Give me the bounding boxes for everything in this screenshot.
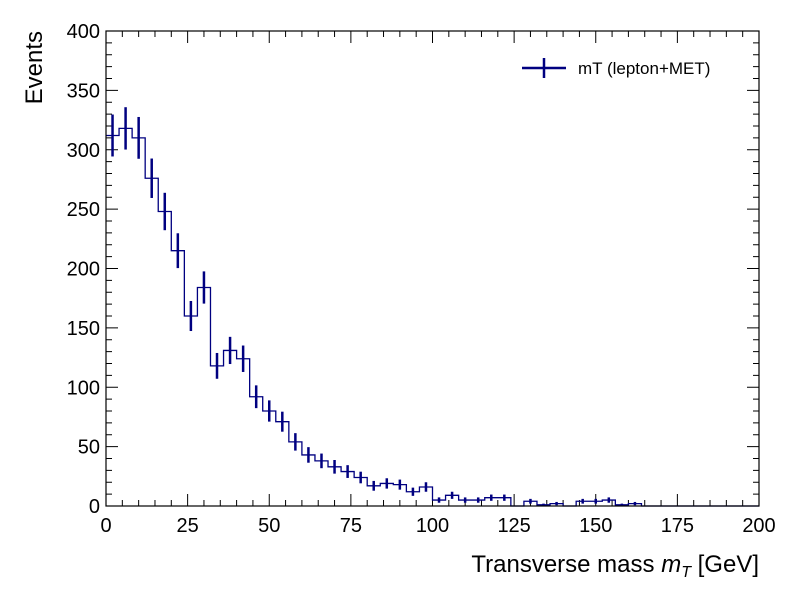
y-tick-label: 0 bbox=[89, 496, 100, 518]
y-tick-label: 350 bbox=[67, 80, 100, 102]
y-tick-label: 100 bbox=[67, 377, 100, 399]
y-tick-labels: 0 50 100 150 200 250 300 350 400 bbox=[67, 21, 100, 518]
y-tick-label: 250 bbox=[67, 199, 100, 221]
x-axis-title-main: Transverse mass bbox=[471, 551, 661, 578]
y-tick-label: 200 bbox=[67, 259, 100, 281]
plot-frame bbox=[105, 30, 760, 507]
y-tick-label: 50 bbox=[78, 437, 100, 459]
histogram-step-line bbox=[106, 127, 759, 507]
y-tick-label: 150 bbox=[67, 318, 100, 340]
x-tick-label: 125 bbox=[497, 515, 530, 537]
x-tick-labels: 0 25 50 75 100 125 150 175 200 bbox=[100, 515, 775, 537]
x-tick-label: 75 bbox=[340, 515, 362, 537]
x-axis-title-sub: T bbox=[681, 564, 692, 581]
y-tick-label: 300 bbox=[67, 140, 100, 162]
legend-label: mT (lepton+MET) bbox=[578, 59, 710, 78]
histogram-layer bbox=[106, 107, 759, 507]
x-tick-label: 150 bbox=[579, 515, 612, 537]
legend: mT (lepton+MET) bbox=[522, 58, 710, 78]
x-tick-label: 0 bbox=[100, 515, 111, 537]
x-axis-title: Transverse mass mT [GeV] bbox=[471, 551, 759, 581]
y-axis-title: Events bbox=[21, 31, 48, 104]
x-tick-label: 200 bbox=[742, 515, 775, 537]
x-axis-title-unit: [GeV] bbox=[691, 551, 759, 578]
x-axis-title-var: m bbox=[661, 551, 681, 578]
y-tick-label: 400 bbox=[67, 21, 100, 43]
x-tick-label: 175 bbox=[661, 515, 694, 537]
x-tick-label: 100 bbox=[416, 515, 449, 537]
x-tick-label: 50 bbox=[258, 515, 280, 537]
ticks-layer bbox=[105, 30, 760, 507]
x-tick-label: 25 bbox=[177, 515, 199, 537]
